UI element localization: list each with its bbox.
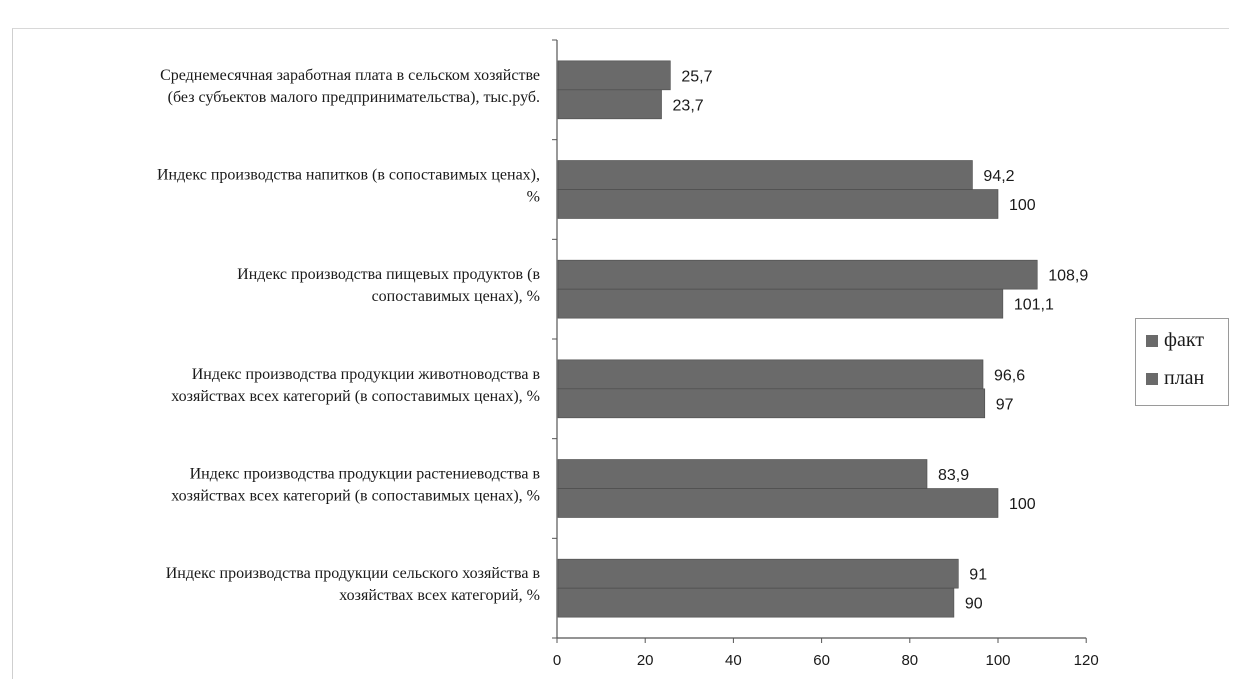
data-label: 101,1 [1014,297,1054,314]
x-tick-label: 60 [813,652,830,669]
bar-plan [557,189,999,219]
bar-fact [557,459,928,489]
data-label: 91 [969,567,987,584]
bar-plan [557,388,986,419]
bar-plan [557,89,662,120]
data-label: 25,7 [681,68,712,85]
bar-fact [557,558,959,589]
category-label: хозяйствах всех категорий (в сопоставимы… [171,488,540,505]
bar-fact [557,60,671,91]
x-tick-label: 120 [1074,652,1099,669]
data-label: 97 [996,396,1014,413]
legend-label-plan: план [1164,367,1205,389]
bar-plan [557,288,1004,319]
category-label: Среднемесячная заработная плата в сельск… [160,67,540,84]
category-label: хозяйствах всех категорий, % [339,587,540,604]
category-label: Индекс производства пищевых продуктов (в [237,266,540,283]
bar-plan [557,488,999,518]
x-tick-label: 40 [725,652,742,669]
chart-frame [12,28,1229,679]
data-label: 108,9 [1048,268,1088,285]
category-label: Индекс производства продукции животновод… [192,366,541,383]
bar-plan [557,587,955,618]
legend-item-plan: план [1146,367,1204,390]
legend-swatch-plan [1146,372,1158,385]
bar-fact [557,359,984,390]
category-label: % [527,189,540,206]
data-label: 100 [1009,197,1036,214]
category-label: хозяйствах всех категорий (в сопоставимы… [171,388,540,405]
data-label: 100 [1009,496,1036,513]
data-label: 83,9 [938,467,969,484]
category-label: Индекс производства продукции сельского … [166,565,541,582]
data-label: 23,7 [673,97,704,114]
data-label: 90 [965,596,983,613]
data-label: 94,2 [983,168,1014,185]
category-label: Индекс производства продукции растениево… [190,466,541,483]
category-label: сопоставимых ценах), % [372,288,540,305]
bar-fact [557,259,1038,290]
data-label: 96,6 [994,367,1025,384]
x-tick-label: 80 [901,652,918,669]
bar-fact [557,160,973,190]
legend-label-fact: факт [1164,329,1205,351]
legend: факт план [1135,318,1229,406]
x-tick-label: 100 [985,652,1010,669]
x-tick-label: 0 [553,652,561,669]
category-label: (без субъектов малого предпринимательств… [168,89,540,106]
legend-item-fact: факт [1146,329,1204,352]
category-label: Индекс производства напитков (в сопостав… [157,167,540,184]
legend-swatch-fact [1146,334,1158,347]
x-tick-label: 20 [637,652,654,669]
